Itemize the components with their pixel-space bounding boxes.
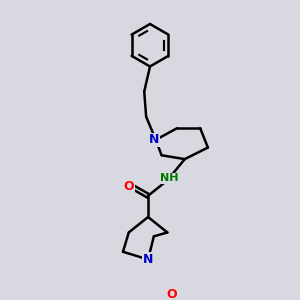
- Text: N: N: [143, 253, 153, 266]
- Text: O: O: [166, 288, 176, 300]
- Text: O: O: [124, 180, 134, 193]
- Text: N: N: [149, 133, 159, 146]
- Text: NH: NH: [160, 173, 178, 183]
